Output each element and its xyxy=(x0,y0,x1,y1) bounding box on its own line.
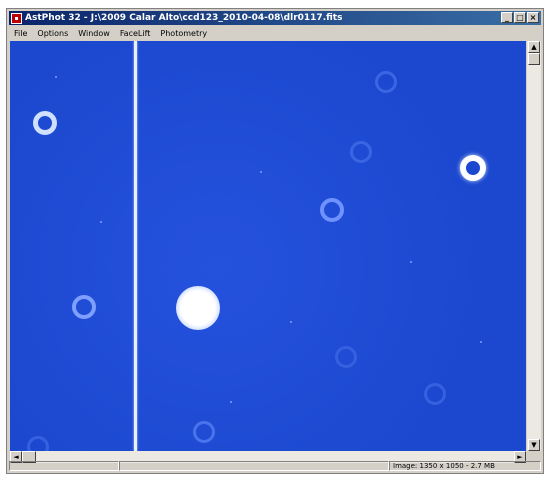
bright-saturated-star xyxy=(176,286,220,330)
donut-star xyxy=(460,155,486,181)
donut-star xyxy=(27,436,49,451)
vertical-scroll-thumb[interactable] xyxy=(528,53,540,65)
minimize-button[interactable]: _ xyxy=(501,12,513,23)
vertical-scrollbar[interactable]: ▲ ▼ xyxy=(527,41,541,451)
donut-star xyxy=(350,141,372,163)
menu-options[interactable]: Options xyxy=(37,28,69,38)
status-panel-left xyxy=(9,460,119,471)
noise-dot xyxy=(55,76,57,78)
scroll-down-button[interactable]: ▼ xyxy=(528,439,540,451)
window-controls: _ □ × xyxy=(501,12,539,23)
menu-bar: File Options Window FaceLift Photometry xyxy=(9,26,541,40)
noise-dot xyxy=(290,321,292,323)
horizontal-scrollbar[interactable]: ◄ ► xyxy=(10,451,526,463)
maximize-button[interactable]: □ xyxy=(514,12,526,23)
noise-dot xyxy=(480,341,482,343)
horizontal-scroll-thumb[interactable] xyxy=(22,451,36,463)
menu-file[interactable]: File xyxy=(14,28,28,38)
noise-dot xyxy=(230,401,232,403)
menu-window[interactable]: Window xyxy=(78,28,110,38)
status-bar: Image: 1350 x 1050 - 2.7 MB xyxy=(9,460,541,471)
scroll-up-button[interactable]: ▲ xyxy=(528,41,540,53)
menu-photometry[interactable]: Photometry xyxy=(160,28,208,38)
app-icon[interactable] xyxy=(11,12,22,24)
donut-star xyxy=(72,295,96,319)
window-title: AstPhot 32 - J:\2009 Calar Alto\ccd123_2… xyxy=(25,13,343,23)
scroll-right-button[interactable]: ► xyxy=(514,451,526,463)
satellite-streak xyxy=(134,41,137,451)
donut-star xyxy=(320,198,344,222)
close-button[interactable]: × xyxy=(527,12,539,23)
image-info-status: Image: 1350 x 1050 - 2.7 MB xyxy=(389,460,541,471)
menu-facelift[interactable]: FaceLift xyxy=(119,28,151,38)
app-window: AstPhot 32 - J:\2009 Calar Alto\ccd123_2… xyxy=(6,8,544,474)
scroll-left-button[interactable]: ◄ xyxy=(10,451,22,463)
noise-dot xyxy=(260,171,262,173)
title-bar[interactable]: AstPhot 32 - J:\2009 Calar Alto\ccd123_2… xyxy=(9,11,541,25)
noise-dot xyxy=(100,221,102,223)
donut-star xyxy=(193,421,215,443)
donut-star xyxy=(335,346,357,368)
donut-star xyxy=(33,111,57,135)
donut-star xyxy=(424,383,446,405)
status-panel-middle xyxy=(119,460,389,471)
noise-dot xyxy=(410,261,412,263)
fits-image-canvas[interactable] xyxy=(10,41,526,451)
donut-star xyxy=(375,71,397,93)
